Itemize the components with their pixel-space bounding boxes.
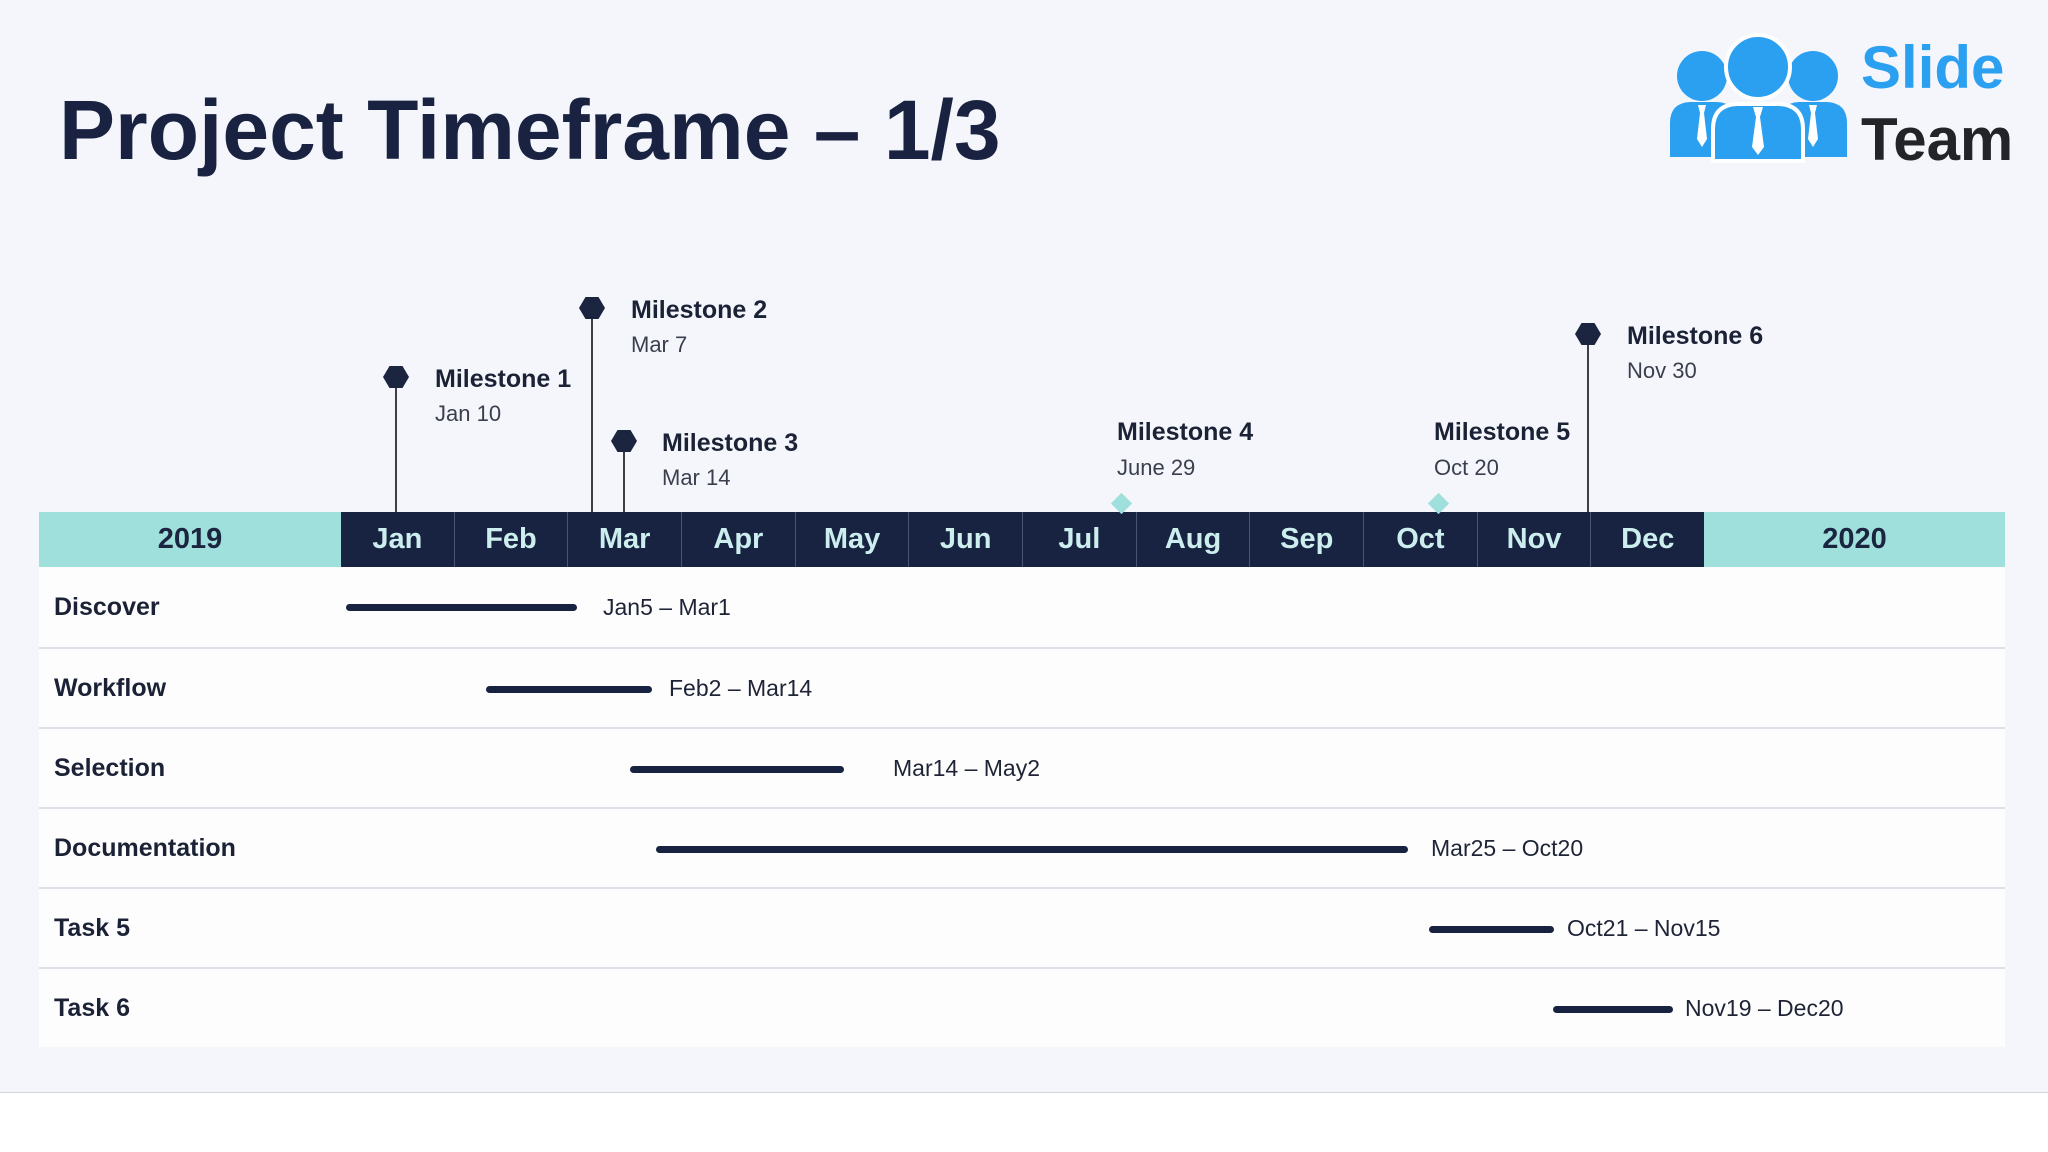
task-date-range: Oct21 – Nov15 [1567, 914, 1721, 941]
task-name: Discover [54, 592, 160, 621]
month-jun: Jun [908, 512, 1022, 567]
task-row: Task 5 Oct21 – Nov15 [39, 887, 2005, 967]
logo-text-slide: Slide [1861, 34, 2005, 101]
task-row: Selection Mar14 – May2 [39, 727, 2005, 807]
milestone-2-stem [591, 308, 593, 512]
milestone-6-date: Nov 30 [1627, 358, 1697, 383]
month-strip: Jan Feb Mar Apr May Jun Jul Aug Sep Oct … [341, 512, 1704, 567]
task-date-range: Jan5 – Mar1 [603, 593, 731, 620]
month-oct: Oct [1363, 512, 1477, 567]
task-row: Documentation Mar25 – Oct20 [39, 807, 2005, 887]
month-may: May [794, 512, 909, 567]
milestone-5-diamond-icon [1427, 492, 1450, 515]
year-start-cell: 2019 [39, 512, 341, 567]
task-bar [1553, 1006, 1673, 1013]
milestone-3-hexagon-icon [611, 430, 637, 452]
milestone-1-title: Milestone 1 [435, 365, 572, 393]
task-date-range: Feb2 – Mar14 [669, 674, 813, 701]
month-sep: Sep [1249, 512, 1363, 567]
month-jan: Jan [372, 523, 423, 555]
task-date-range: Mar14 – May2 [893, 754, 1041, 781]
milestone-4-title: Milestone 4 [1117, 418, 1254, 446]
task-bar [656, 846, 1408, 853]
month-feb: Feb [453, 512, 568, 567]
milestone-2-title: Milestone 2 [631, 296, 768, 324]
month-nov: Nov [1476, 512, 1591, 567]
milestone-5-date: Oct 20 [1434, 455, 1499, 480]
task-bar [630, 766, 844, 773]
year-end-cell: 2020 [1704, 512, 2005, 567]
milestone-3-stem [623, 441, 625, 512]
milestone-6-title: Milestone 6 [1627, 322, 1764, 350]
task-date-range: Nov19 – Dec20 [1685, 994, 1844, 1021]
task-row: Task 6 Nov19 – Dec20 [39, 967, 2005, 1047]
milestone-6-hexagon-icon [1575, 323, 1601, 345]
task-row: Discover Jan5 – Mar1 [39, 567, 2005, 647]
month-apr: Apr [681, 512, 795, 567]
month-dec: Dec [1590, 512, 1704, 567]
task-row: Workflow Feb2 – Mar14 [39, 647, 2005, 727]
milestone-4-date: June 29 [1117, 455, 1196, 480]
task-name: Selection [54, 753, 166, 782]
task-name: Task 6 [54, 993, 130, 1022]
task-table: Discover Jan5 – Mar1 Workflow Feb2 – Mar… [39, 567, 2005, 1047]
task-bar [1429, 926, 1554, 933]
timeline-header: 2019 Jan Feb Mar Apr May Jun Jul Aug Sep… [39, 512, 2005, 567]
task-name: Workflow [54, 673, 167, 702]
milestone-2-hexagon-icon [579, 297, 605, 319]
month-jul: Jul [1022, 512, 1136, 567]
milestone-1-date: Jan 10 [435, 401, 502, 426]
slide-footer-strip [0, 1092, 2048, 1152]
month-aug: Aug [1135, 512, 1250, 567]
milestone-2-date: Mar 7 [631, 332, 688, 357]
milestone-1-hexagon-icon [383, 366, 409, 388]
milestone-1-stem [395, 377, 397, 512]
logo-text-team: Team [1861, 106, 2014, 173]
task-name: Task 5 [54, 913, 130, 942]
month-mar: Mar [567, 512, 681, 567]
team-people-icon [1670, 33, 1847, 163]
milestone-4-diamond-icon [1110, 492, 1133, 515]
task-bar [346, 604, 577, 611]
milestone-6-stem [1587, 334, 1589, 512]
task-bar [486, 686, 652, 693]
milestone-3-date: Mar 14 [662, 465, 731, 490]
milestone-3-title: Milestone 3 [662, 429, 799, 457]
milestone-5-title: Milestone 5 [1434, 418, 1571, 446]
task-name: Documentation [54, 833, 236, 862]
page-title: Project Timeframe – 1/3 [59, 83, 1001, 177]
task-date-range: Mar25 – Oct20 [1431, 834, 1584, 861]
